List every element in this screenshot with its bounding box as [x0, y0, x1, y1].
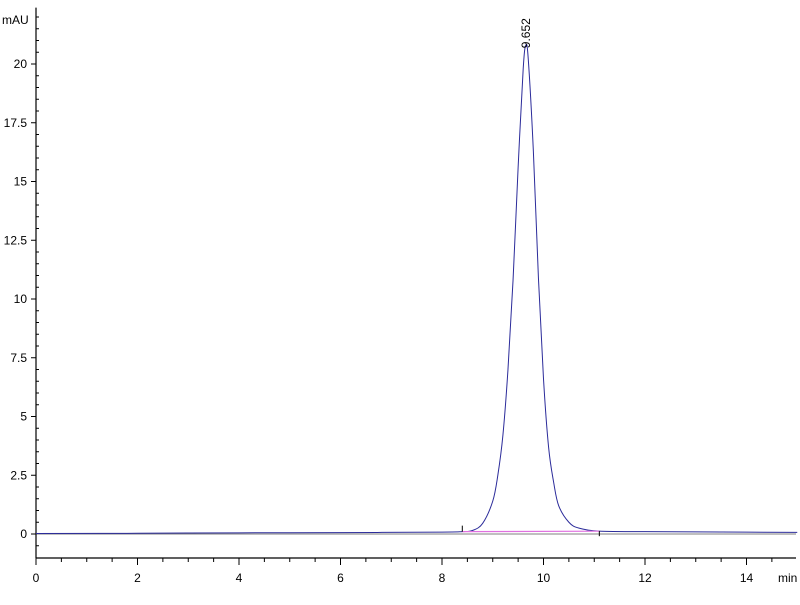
axes: 0 2.5 5 7.5 10 12.5 15 17.5 20 0 2 4 6 8 10 12 14	[4, 8, 796, 585]
y-tick-label: 17.5	[4, 116, 28, 130]
x-tick-label: 14	[740, 571, 754, 585]
y-tick-label: 12.5	[4, 233, 28, 247]
y-axis-label: mAU	[2, 13, 29, 27]
peak-label: 9.652	[519, 18, 533, 48]
x-tick-label: 0	[33, 571, 40, 585]
marks: 9.652	[36, 18, 797, 536]
x-axis-label: min	[778, 571, 797, 585]
y-tick-label: 2.5	[10, 468, 27, 482]
y-tick-label: 0	[20, 527, 27, 541]
y-tick-label: 10	[14, 292, 28, 306]
x-tick-label: 2	[134, 571, 141, 585]
x-tick-label: 8	[439, 571, 446, 585]
y-tick-label: 15	[14, 175, 28, 189]
y-tick-label: 5	[20, 410, 27, 424]
signal-trace	[36, 44, 797, 533]
y-tick-label: 20	[14, 57, 28, 71]
x-tick-label: 12	[638, 571, 652, 585]
x-tick-label: 4	[236, 571, 243, 585]
x-tick-label: 6	[337, 571, 344, 585]
y-tick-label: 7.5	[10, 351, 27, 365]
x-tick-label: 10	[537, 571, 551, 585]
